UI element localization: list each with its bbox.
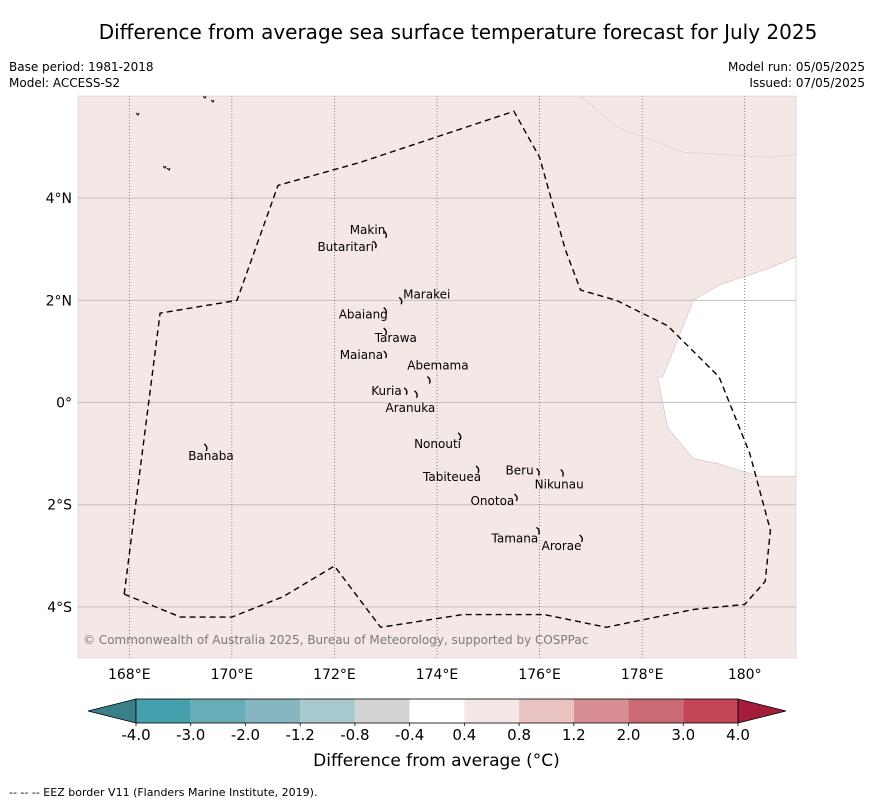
copyright-text: © Commonwealth of Australia 2025, Bureau… xyxy=(83,633,588,647)
colorbar-segment xyxy=(354,699,410,723)
island-outline xyxy=(383,350,388,359)
colorbar-segment xyxy=(464,699,520,723)
island-label: Nikunau xyxy=(535,478,584,492)
colorbar-segment xyxy=(190,699,246,723)
colorbar-tick-label: -3.0 xyxy=(176,726,205,744)
model-run-label: Model run: 05/05/2025 xyxy=(727,60,865,74)
latitude-tick-label: 4°S xyxy=(47,600,72,616)
island-outline xyxy=(560,468,565,477)
islet-outline xyxy=(135,112,140,116)
islet-outline xyxy=(162,165,167,169)
longitude-tick-label: 180° xyxy=(728,667,762,683)
eez-footnote: -- -- -- EEZ border V11 (Flanders Marine… xyxy=(9,786,318,799)
island-label: Tamana xyxy=(491,531,539,545)
island-label: Kuria xyxy=(371,384,402,398)
colorbar-outline xyxy=(135,698,739,724)
colorbar-segment xyxy=(136,699,191,723)
colorbar-tick-label: 1.2 xyxy=(562,726,586,744)
island-label: Makin xyxy=(350,223,386,237)
longitude-tick-label: 178°E xyxy=(621,667,664,683)
island-outline xyxy=(536,526,540,535)
colorbar-over-arrow xyxy=(737,698,787,724)
latitude-tick-label: 0° xyxy=(56,396,72,412)
latitude-tick-label: 2°N xyxy=(46,293,72,309)
colorbar-tick-label: -2.0 xyxy=(231,726,260,744)
island-label: Marakei xyxy=(403,287,450,301)
island-outline xyxy=(403,387,408,396)
model-label: Model: ACCESS-S2 xyxy=(9,76,121,90)
colorbar-segment xyxy=(409,699,465,723)
colorbar-under-arrow xyxy=(87,698,137,724)
island-label: Tarawa xyxy=(374,331,417,345)
island-label: Onotoa xyxy=(470,494,514,508)
colorbar-segment xyxy=(519,699,574,723)
colorbar-tick-label: 4.0 xyxy=(726,726,750,744)
island-outline xyxy=(426,375,431,384)
longitude-tick-label: 176°E xyxy=(518,667,561,683)
island-label: Abemama xyxy=(407,359,468,373)
island-outline xyxy=(203,443,208,452)
island-outline xyxy=(514,493,518,502)
colorbar-segment xyxy=(245,699,301,723)
base-period-label: Base period: 1981-2018 xyxy=(9,60,154,74)
colorbar-tick-label: -0.8 xyxy=(340,726,369,744)
island-label: Maiana xyxy=(340,348,383,362)
island-outline xyxy=(383,327,388,336)
colorbar-segment xyxy=(683,699,738,723)
colorbar-tick-label: 3.0 xyxy=(671,726,695,744)
colorbar: -4.0 -3.0 -2.0 -1.2 -0.8 -0.4 0.4 0.8 1.2 2.0 3.0 4… xyxy=(87,698,787,744)
map-frame xyxy=(77,95,797,659)
island-outline xyxy=(475,465,480,474)
island-label: Nonouti xyxy=(414,437,461,451)
run-info: Model run: 05/05/2025 Issued: 07/05/2025 xyxy=(728,59,865,91)
latitude-tick-label: 2°S xyxy=(47,498,72,514)
islet-outline xyxy=(202,95,207,99)
island-label: Butaritari xyxy=(317,240,374,254)
issued-label: Issued: 07/05/2025 xyxy=(749,76,865,90)
island-outline xyxy=(398,296,403,305)
anomaly-contour xyxy=(580,96,796,158)
island-outline xyxy=(414,390,418,399)
model-info: Base period: 1981-2018 Model: ACCESS-S2 xyxy=(9,59,154,91)
island-outline xyxy=(579,534,583,543)
colorbar-tick-label: 0.4 xyxy=(452,726,476,744)
colorbar-tick-label: 0.8 xyxy=(507,726,531,744)
colorbar-segment xyxy=(628,699,684,723)
longitude-tick-label: 170°E xyxy=(211,667,254,683)
island-outline xyxy=(536,467,540,476)
island-label: Arorae xyxy=(542,539,582,553)
island-outline xyxy=(457,432,462,441)
island-outline xyxy=(373,240,377,249)
colorbar-tick-label: 2.0 xyxy=(617,726,641,744)
island-label: Tabiteuea xyxy=(422,470,481,484)
colorbar-title: Difference from average (°C) xyxy=(313,751,560,771)
map-title: Difference from average sea surface temp… xyxy=(98,20,818,44)
islet-outline xyxy=(166,167,171,171)
colorbar-tick-label: -1.2 xyxy=(286,726,315,744)
island-label: Aranuka xyxy=(385,401,435,415)
island-label: Banaba xyxy=(188,449,234,463)
island-outline xyxy=(383,230,388,239)
latitude-tick-label: 4°N xyxy=(46,191,72,207)
eez-border xyxy=(123,110,772,629)
colorbar-tick-label: -0.4 xyxy=(395,726,424,744)
longitude-tick-label: 174°E xyxy=(416,667,459,683)
colorbar-tick-label: -4.0 xyxy=(121,726,150,744)
island-label: Beru xyxy=(506,464,534,478)
colorbar-segment xyxy=(573,699,629,723)
longitude-tick-label: 172°E xyxy=(313,667,356,683)
colorbar-segment xyxy=(300,699,355,723)
neutral-anomaly-area xyxy=(657,256,796,477)
island-label: Abaiang xyxy=(339,308,388,322)
islet-outline xyxy=(210,99,215,103)
island-outline xyxy=(383,307,388,315)
longitude-tick-label: 168°E xyxy=(108,667,151,683)
